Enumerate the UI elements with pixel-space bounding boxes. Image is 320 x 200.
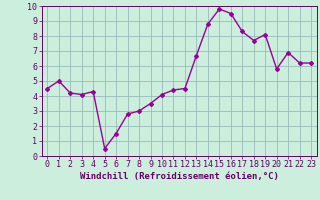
X-axis label: Windchill (Refroidissement éolien,°C): Windchill (Refroidissement éolien,°C) <box>80 172 279 181</box>
